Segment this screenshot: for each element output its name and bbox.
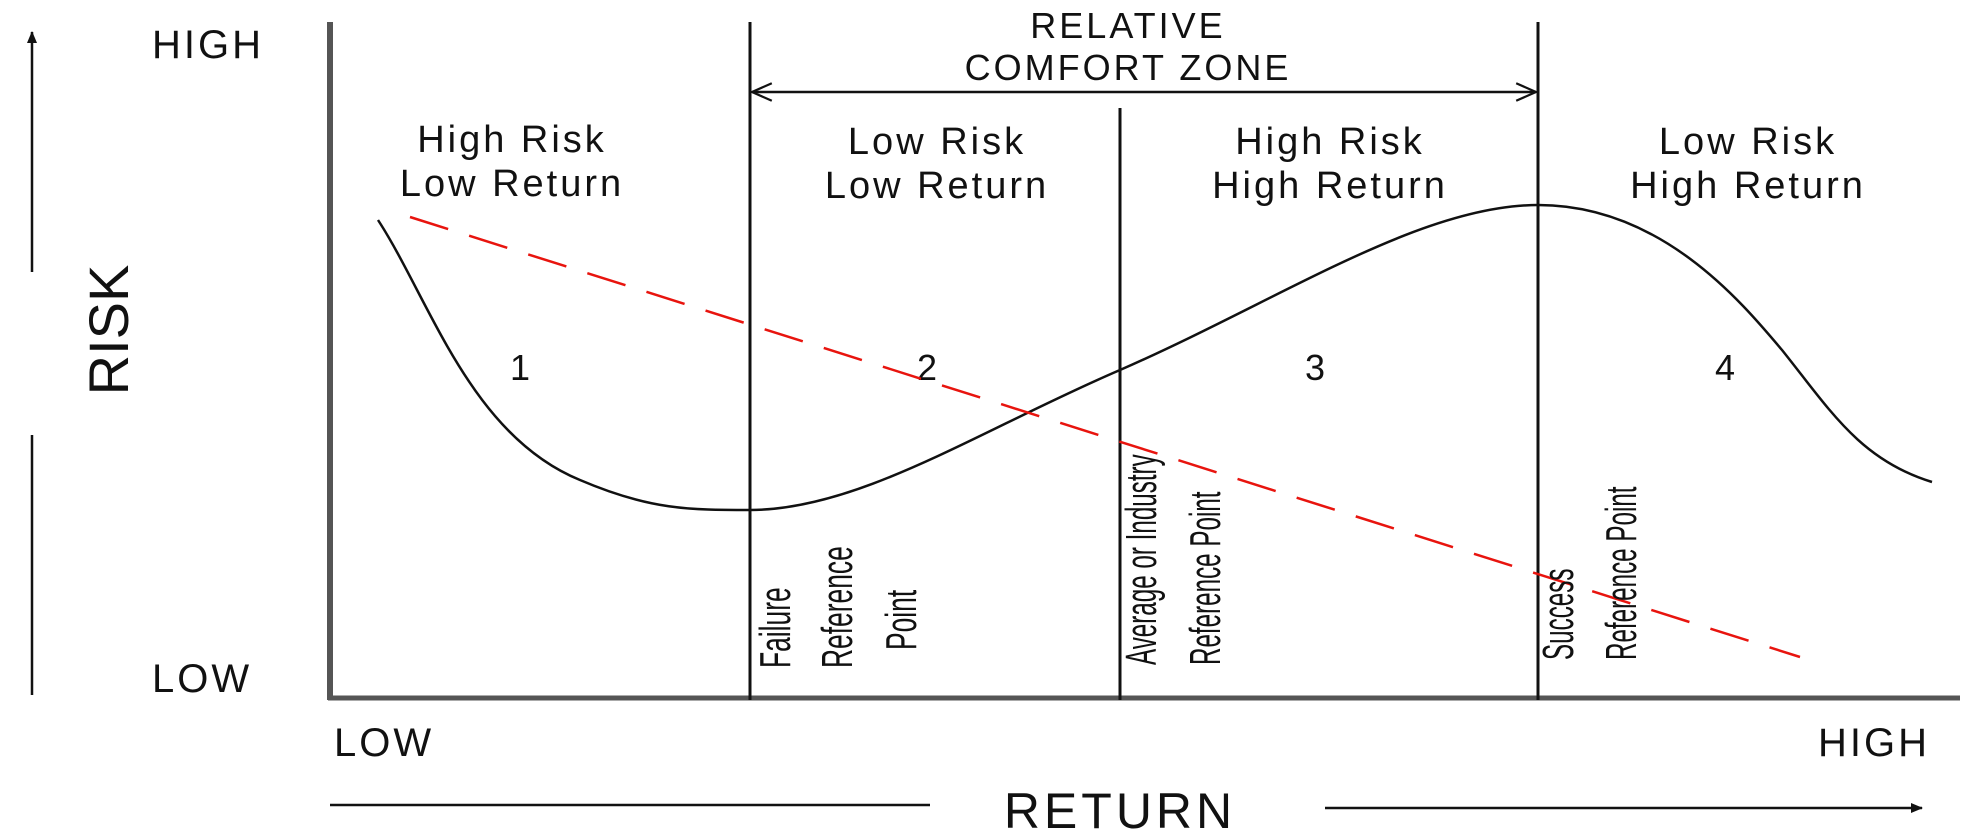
quadrant-2-heading-line2: Low Return (825, 165, 1049, 207)
x-axis-high-label: HIGH (1818, 721, 1930, 765)
quadrant-headings: High Risk Low Return Low Risk Low Return… (400, 119, 1866, 207)
comfort-zone-title-line1: RELATIVE (1030, 5, 1225, 46)
success-ref-line1: Success (1533, 569, 1583, 660)
quadrant-3-heading-line2: High Return (1212, 165, 1448, 207)
risk-return-curve (376, 203, 1933, 512)
quadrant-numbers: 1 2 3 4 (510, 347, 1735, 388)
quadrant-4-heading-line2: High Return (1630, 165, 1866, 207)
quadrant-2-heading-line1: Low Risk (848, 121, 1026, 163)
y-axis-high-label: HIGH (152, 23, 264, 67)
quadrant-3-heading-line1: High Risk (1235, 121, 1425, 163)
average-reference-point: Average or Industry Reference Point (1116, 454, 1230, 665)
comfort-zone: RELATIVE COMFORT ZONE (752, 5, 1536, 92)
success-ref-line2: Reference Point (1596, 486, 1646, 660)
y-axis: RISK HIGH LOW (27, 23, 264, 701)
quadrant-2-number: 2 (917, 347, 937, 388)
failure-reference-point: Failure Reference Point (750, 546, 926, 668)
quadrant-1-number: 1 (510, 347, 530, 388)
x-axis-low-label: LOW (334, 721, 434, 765)
dashed-trend-line (409, 215, 1801, 659)
quadrant-3-number: 3 (1305, 347, 1325, 388)
comfort-zone-title-line2: COMFORT ZONE (965, 47, 1292, 88)
success-reference-point: Success Reference Point (1533, 486, 1646, 660)
failure-ref-line2: Reference (812, 546, 862, 668)
failure-ref-line3: Point (876, 590, 926, 650)
quadrant-4-heading-line1: Low Risk (1659, 121, 1837, 163)
quadrant-4-number: 4 (1715, 347, 1735, 388)
y-axis-low-label: LOW (152, 657, 252, 701)
x-axis-title: RETURN (1004, 783, 1236, 832)
chart-frame (327, 22, 1960, 701)
x-axis: LOW HIGH RETURN (330, 721, 1930, 832)
failure-ref-line1: Failure (750, 587, 800, 668)
average-ref-line1: Average or Industry (1116, 454, 1166, 665)
quadrant-1-heading-line1: High Risk (417, 119, 607, 161)
quadrant-1-heading-line2: Low Return (400, 163, 624, 205)
y-axis-title: RISK (77, 265, 140, 396)
average-ref-line2: Reference Point (1180, 491, 1230, 665)
